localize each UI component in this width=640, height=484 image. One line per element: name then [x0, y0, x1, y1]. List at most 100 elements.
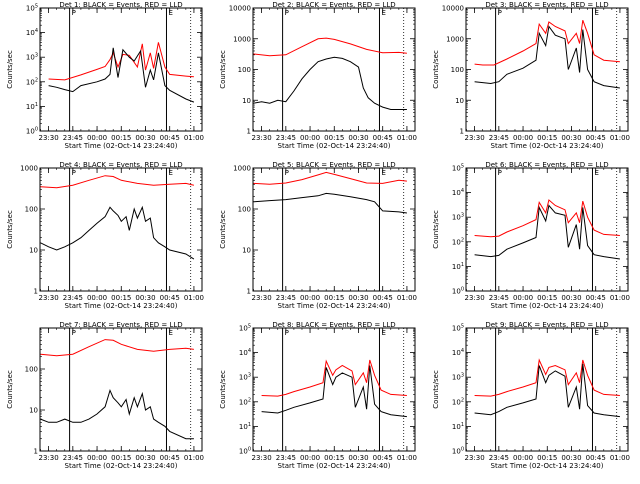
- y-tick-exponent: 3: [461, 373, 464, 379]
- plot-frame: [465, 327, 629, 452]
- y-tick-exponent: 5: [461, 324, 464, 330]
- marker-label-e: E: [594, 9, 598, 17]
- marker-label-p: P: [498, 169, 502, 177]
- y-tick-label: 103: [452, 213, 464, 222]
- detector-panel-5: Det 5: BLACK = Events, RED = LLD Counts/s…: [219, 161, 417, 310]
- y-tick-label: 1: [34, 448, 38, 456]
- panel-title: Det 4: BLACK = Events, RED = LLD: [59, 161, 182, 169]
- plot-frame: [465, 167, 629, 292]
- x-tick-label: 00:00: [87, 454, 107, 462]
- x-tick-label: 00:45: [373, 294, 393, 302]
- marker-label-p: P: [72, 9, 76, 17]
- y-tick-exponent: 4: [248, 348, 251, 354]
- marker-label-e: E: [594, 329, 598, 337]
- y-tick-label: 1000: [20, 165, 38, 173]
- x-axis-label: Start Time (02-Oct-14 23:24:40): [278, 462, 391, 470]
- x-axis-label: Start Time (02-Oct-14 23:24:40): [491, 302, 604, 310]
- y-tick-label: 10000: [442, 5, 464, 13]
- lld-series-line: [474, 358, 620, 397]
- x-tick-label: 23:45: [276, 294, 296, 302]
- y-axis-label: Counts/sec: [219, 50, 227, 89]
- y-tick-label: 103: [26, 53, 38, 62]
- marker-label-e: E: [168, 329, 172, 337]
- panel-title: Det 8: BLACK = Events, RED = LLD: [272, 321, 395, 329]
- x-tick-label: 01:00: [610, 454, 630, 462]
- y-tick-label: 100: [452, 287, 464, 296]
- y-tick-exponent: 0: [461, 287, 464, 293]
- y-tick-label: 103: [239, 373, 251, 382]
- y-tick-exponent: 0: [248, 447, 251, 453]
- y-axis-label: Counts/sec: [219, 370, 227, 409]
- y-tick-label: 102: [452, 237, 464, 246]
- x-tick-label: 00:45: [160, 294, 180, 302]
- x-tick-label: 00:45: [160, 134, 180, 142]
- events-series-line: [474, 204, 620, 260]
- y-tick-label: 10: [455, 97, 464, 105]
- lld-series-line: [261, 359, 407, 397]
- detector-panel-9: Det 9: BLACK = Events, RED = LLD Counts/s…: [432, 321, 630, 470]
- x-tick-label: 00:00: [513, 294, 533, 302]
- detector-panel-6: Det 6: BLACK = Events, RED = LLD Counts/s…: [432, 161, 630, 310]
- y-tick-label: 10: [29, 407, 38, 415]
- y-tick-label: 1: [460, 128, 464, 136]
- x-tick-label: 00:00: [87, 294, 107, 302]
- plot-frame: [252, 7, 416, 132]
- marker-label-e: E: [381, 329, 385, 337]
- detector-panel-3: Det 3: BLACK = Events, RED = LLD Counts/s…: [432, 1, 630, 150]
- x-tick-label: 00:00: [513, 454, 533, 462]
- marker-label-p: P: [498, 9, 502, 17]
- x-tick-label: 00:30: [561, 454, 581, 462]
- marker-label-e: E: [168, 169, 172, 177]
- panel-title: Det 3: BLACK = Events, RED = LLD: [485, 1, 608, 9]
- y-tick-exponent: 0: [461, 447, 464, 453]
- x-tick-label: 00:30: [561, 294, 581, 302]
- x-tick-label: 00:00: [87, 134, 107, 142]
- x-tick-label: 23:45: [489, 294, 509, 302]
- x-axis-label: Start Time (02-Oct-14 23:24:40): [491, 142, 604, 150]
- events-series-line: [474, 363, 620, 418]
- detector-panel-2: Det 2: BLACK = Events, RED = LLD Counts/s…: [219, 1, 417, 150]
- y-tick-exponent: 3: [248, 373, 251, 379]
- y-axis-label: Counts/sec: [6, 50, 14, 89]
- y-tick-label: 100: [238, 206, 251, 214]
- x-tick-label: 23:30: [465, 454, 485, 462]
- x-tick-label: 01:00: [184, 454, 204, 462]
- y-tick-exponent: 1: [461, 422, 464, 428]
- plot-frame: [465, 7, 629, 132]
- x-tick-label: 23:45: [63, 134, 83, 142]
- events-series-line: [261, 365, 407, 418]
- x-tick-label: 00:15: [537, 134, 557, 142]
- x-tick-label: 00:30: [348, 134, 368, 142]
- x-tick-label: 00:30: [135, 454, 155, 462]
- y-tick-label: 1000: [446, 35, 464, 43]
- panel-title: Det 2: BLACK = Events, RED = LLD: [272, 1, 395, 9]
- lld-series-line: [474, 199, 620, 238]
- x-tick-label: 00:30: [561, 134, 581, 142]
- detector-panel-7: Det 7: BLACK = Events, RED = LLD Counts/s…: [6, 321, 204, 470]
- x-axis-label: Start Time (02-Oct-14 23:24:40): [65, 302, 178, 310]
- y-tick-label: 10: [29, 247, 38, 255]
- y-axis-label: Counts/sec: [219, 210, 227, 249]
- plot-frame: [252, 327, 416, 452]
- x-tick-label: 01:00: [610, 294, 630, 302]
- y-tick-exponent: 3: [35, 53, 38, 59]
- y-tick-exponent: 1: [35, 102, 38, 108]
- y-tick-label: 101: [26, 102, 38, 111]
- x-tick-label: 00:15: [111, 134, 131, 142]
- y-tick-label: 104: [26, 28, 38, 37]
- x-tick-label: 00:30: [135, 294, 155, 302]
- y-tick-label: 100: [452, 447, 464, 456]
- x-tick-label: 00:45: [160, 454, 180, 462]
- y-tick-label: 10: [242, 247, 251, 255]
- y-tick-label: 100: [238, 66, 251, 74]
- y-tick-label: 10: [242, 97, 251, 105]
- marker-label-p: P: [498, 329, 502, 337]
- y-axis-label: Counts/sec: [432, 50, 440, 89]
- x-tick-label: 00:00: [300, 134, 320, 142]
- y-tick-label: 100: [25, 206, 38, 214]
- y-tick-exponent: 5: [248, 324, 251, 330]
- x-tick-label: 00:45: [586, 454, 606, 462]
- x-axis-label: Start Time (02-Oct-14 23:24:40): [278, 142, 391, 150]
- x-tick-label: 00:45: [373, 134, 393, 142]
- events-series-line: [40, 388, 194, 440]
